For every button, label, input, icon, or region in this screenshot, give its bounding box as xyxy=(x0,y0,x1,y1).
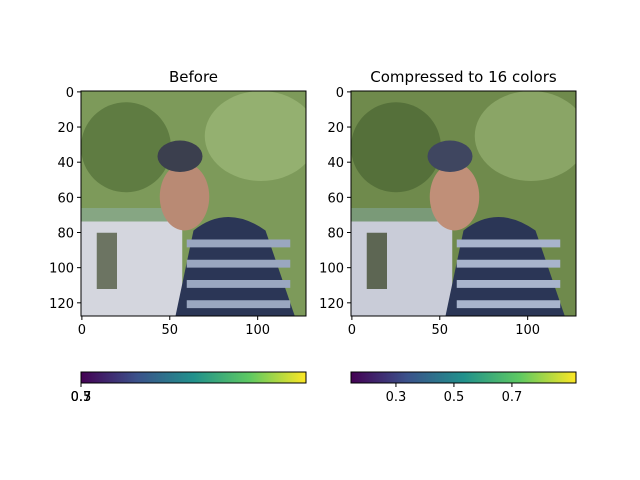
colorbar-tick-label: 0.3 xyxy=(71,390,92,405)
photo-region xyxy=(429,163,480,231)
image xyxy=(81,91,306,316)
y-tick-label: 120 xyxy=(319,297,344,312)
y-tick-label: 120 xyxy=(49,297,74,312)
photo-region xyxy=(96,232,117,289)
y-tick-label: 60 xyxy=(57,191,74,206)
photo-region xyxy=(351,102,441,193)
colorbar-tick-label: 0.7 xyxy=(71,390,92,405)
colorbar-tick-label: 0.7 xyxy=(502,390,523,405)
y-tick-label: 0 xyxy=(66,86,74,101)
photo-region xyxy=(204,91,306,181)
y-tick-label: 0 xyxy=(336,86,344,101)
axes-frame xyxy=(350,90,577,317)
image xyxy=(351,91,576,316)
photo-region xyxy=(81,102,171,193)
colorbar xyxy=(350,371,577,384)
axes-frame xyxy=(80,90,307,317)
axes-title: Before xyxy=(169,68,218,86)
photo-region xyxy=(427,140,473,172)
photo-region xyxy=(186,300,291,309)
y-tick-label: 80 xyxy=(327,227,344,242)
photo-region xyxy=(351,208,453,222)
photo-region xyxy=(474,91,576,181)
y-tick-label: 80 xyxy=(57,227,74,242)
axes-title: Compressed to 16 colors xyxy=(370,68,557,86)
photo-region xyxy=(351,208,453,316)
y-tick-label: 60 xyxy=(327,191,344,206)
x-tick-label: 100 xyxy=(245,323,270,338)
y-tick-label: 100 xyxy=(49,262,74,277)
colorbar-tick-label: 0.5 xyxy=(444,390,465,405)
y-tick-label: 40 xyxy=(327,156,344,171)
photo-region xyxy=(159,163,210,231)
x-tick-label: 0 xyxy=(78,323,86,338)
colorbar-tick-label: 0.5 xyxy=(71,390,92,405)
x-tick-label: 50 xyxy=(161,323,178,338)
y-tick-label: 20 xyxy=(327,121,344,136)
photo-region xyxy=(366,232,387,289)
colorbar-tick-label: 0.3 xyxy=(386,390,407,405)
x-tick-label: 100 xyxy=(515,323,540,338)
photo-region xyxy=(456,300,561,309)
photo-region xyxy=(186,280,291,288)
y-tick-label: 20 xyxy=(57,121,74,136)
y-tick-label: 100 xyxy=(319,262,344,277)
x-tick-label: 50 xyxy=(431,323,448,338)
photo-region xyxy=(81,208,183,316)
photo-region xyxy=(186,239,291,248)
photo-region xyxy=(157,140,203,172)
photo-region xyxy=(456,280,561,288)
photo-region xyxy=(456,259,561,268)
colorbar xyxy=(80,371,307,384)
photo-region xyxy=(456,239,561,248)
x-tick-label: 0 xyxy=(348,323,356,338)
y-tick-label: 40 xyxy=(57,156,74,171)
photo-region xyxy=(81,208,183,222)
photo-region xyxy=(186,259,291,268)
